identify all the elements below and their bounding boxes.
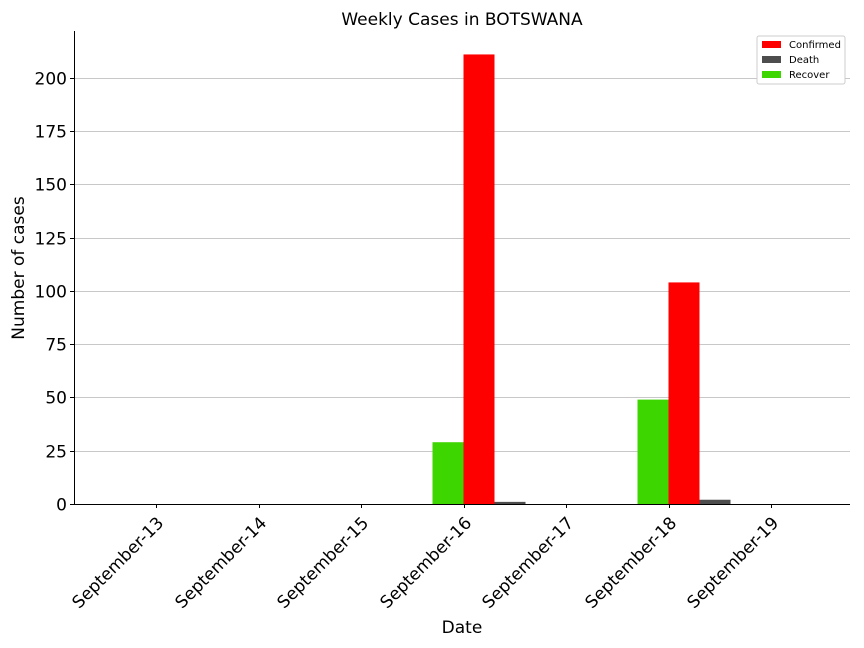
y-tick-label: 125	[35, 230, 67, 250]
bars	[432, 54, 731, 504]
bar-recover-september-18	[637, 399, 669, 504]
bar-death-september-18	[699, 499, 731, 504]
legend-swatch-death	[762, 56, 781, 63]
y-tick-label: 75	[45, 336, 67, 356]
bar-confirmed-september-16	[463, 54, 495, 504]
x-tick-label: September-17	[479, 513, 578, 612]
legend: Confirmed Death Recover	[756, 35, 846, 85]
x-tick-label: September-14	[172, 513, 271, 612]
x-tick-label: September-15	[274, 513, 373, 612]
x-tick-label: September-18	[582, 513, 681, 612]
legend-label-recover: Recover	[789, 70, 830, 81]
y-tick-label: 150	[35, 176, 67, 196]
y-ticks: 0 25 50 75 100 125 150 175 200	[35, 70, 74, 516]
x-axis-label: Date	[442, 618, 483, 638]
legend-label-death: Death	[789, 55, 819, 66]
chart-title: Weekly Cases in BOTSWANA	[341, 10, 583, 30]
y-axis-label: Number of cases	[9, 196, 29, 340]
legend-swatch-recover	[762, 71, 781, 78]
x-tick-label: September-13	[69, 513, 168, 612]
y-tick-label: 25	[45, 443, 67, 463]
legend-label-confirmed: Confirmed	[789, 40, 841, 51]
gridlines	[74, 78, 850, 452]
y-tick-label: 50	[45, 389, 67, 409]
x-tick-label: September-16	[377, 513, 476, 612]
y-tick-label: 100	[35, 283, 67, 303]
x-ticks: September-13 September-14 September-15 Sept…	[69, 504, 783, 613]
y-tick-label: 0	[56, 496, 67, 516]
y-tick-label: 175	[35, 123, 67, 143]
bar-recover-september-16	[432, 442, 464, 504]
bar-death-september-16	[494, 501, 526, 504]
axes	[74, 31, 850, 505]
y-tick-label: 200	[35, 70, 67, 90]
bar-confirmed-september-18	[668, 282, 700, 504]
legend-swatch-confirmed	[762, 41, 781, 48]
x-tick-label: September-19	[684, 513, 783, 612]
